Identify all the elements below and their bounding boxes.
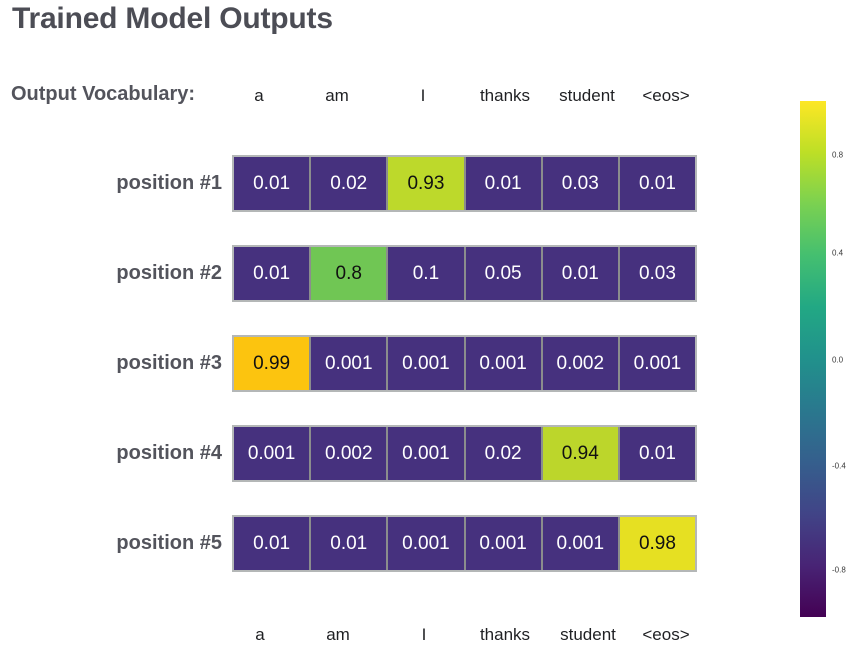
heatmap-row-1: 0.01 0.02 0.93 0.01 0.03 0.01 xyxy=(232,155,697,212)
prob-cell: 0.05 xyxy=(463,247,541,300)
colorbar-tick: 0.0 xyxy=(832,355,844,365)
colorbar-tick: 0.4 xyxy=(832,248,844,258)
prob-cell: 0.03 xyxy=(617,247,696,300)
colorbar-gradient xyxy=(800,101,826,617)
vocab-header-i: I xyxy=(420,86,426,105)
prob-cell: 0.03 xyxy=(540,157,618,210)
row-label-position-3: position #3 xyxy=(116,352,222,374)
colorbar-tick: -0.8 xyxy=(832,565,846,575)
vocab-footer-eos: <eos> xyxy=(642,625,690,644)
prob-cell: 0.001 xyxy=(463,337,541,390)
heatmap-row-3: 0.99 0.001 0.001 0.001 0.002 0.001 xyxy=(232,335,697,392)
prob-cell: 0.001 xyxy=(617,337,696,390)
vocab-header-eos: <eos> xyxy=(642,86,690,105)
prob-cell-highlight: 0.99 xyxy=(234,337,310,390)
prob-cell-highlight: 0.8 xyxy=(309,247,387,300)
prob-cell: 0.01 xyxy=(234,517,310,570)
vocab-footer-a: a xyxy=(255,625,265,644)
prob-cell: 0.1 xyxy=(386,247,464,300)
prob-cell: 0.001 xyxy=(234,427,310,480)
vocab-footer-student: student xyxy=(560,625,616,644)
prob-cell: 0.002 xyxy=(309,427,387,480)
prob-cell: 0.001 xyxy=(463,517,541,570)
vocab-footer-am: am xyxy=(326,625,350,644)
vocab-footer-thanks: thanks xyxy=(479,625,531,644)
prob-cell-highlight: 0.93 xyxy=(386,157,464,210)
page-title: Trained Model Outputs xyxy=(12,2,333,35)
vocab-header-a: a xyxy=(254,86,264,105)
prob-cell: 0.002 xyxy=(540,337,618,390)
row-label-position-1: position #1 xyxy=(116,172,222,194)
colorbar-tick: 0.8 xyxy=(832,150,844,160)
prob-cell: 0.01 xyxy=(234,247,310,300)
prob-cell: 0.001 xyxy=(309,337,387,390)
prob-cell: 0.02 xyxy=(463,427,541,480)
prob-cell: 0.001 xyxy=(386,427,464,480)
row-label-position-2: position #2 xyxy=(116,262,222,284)
prob-cell: 0.001 xyxy=(386,517,464,570)
vocab-header-student: student xyxy=(559,86,615,105)
prob-cell: 0.01 xyxy=(540,247,618,300)
prob-cell: 0.01 xyxy=(309,517,387,570)
vocab-header-am: am xyxy=(325,86,349,105)
row-label-position-4: position #4 xyxy=(116,442,222,464)
heatmap-row-5: 0.01 0.01 0.001 0.001 0.001 0.98 xyxy=(232,515,697,572)
row-label-position-5: position #5 xyxy=(116,532,222,554)
vocab-footer-i: I xyxy=(421,625,427,644)
prob-cell: 0.001 xyxy=(386,337,464,390)
prob-cell-highlight: 0.94 xyxy=(540,427,618,480)
prob-cell: 0.02 xyxy=(309,157,387,210)
heatmap-row-4: 0.001 0.002 0.001 0.02 0.94 0.01 xyxy=(232,425,697,482)
prob-cell: 0.01 xyxy=(617,427,696,480)
vocab-header-thanks: thanks xyxy=(479,86,531,105)
colorbar-tick: -0.4 xyxy=(832,461,846,471)
output-vocabulary-label: Output Vocabulary: xyxy=(11,83,196,105)
prob-cell-highlight: 0.98 xyxy=(617,517,696,570)
prob-cell: 0.001 xyxy=(540,517,618,570)
heatmap-row-2: 0.01 0.8 0.1 0.05 0.01 0.03 xyxy=(232,245,697,302)
prob-cell: 0.01 xyxy=(234,157,310,210)
prob-cell: 0.01 xyxy=(617,157,696,210)
prob-cell: 0.01 xyxy=(463,157,541,210)
